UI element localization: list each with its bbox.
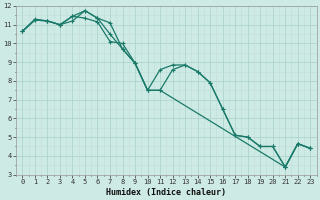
X-axis label: Humidex (Indice chaleur): Humidex (Indice chaleur) [106,188,226,197]
